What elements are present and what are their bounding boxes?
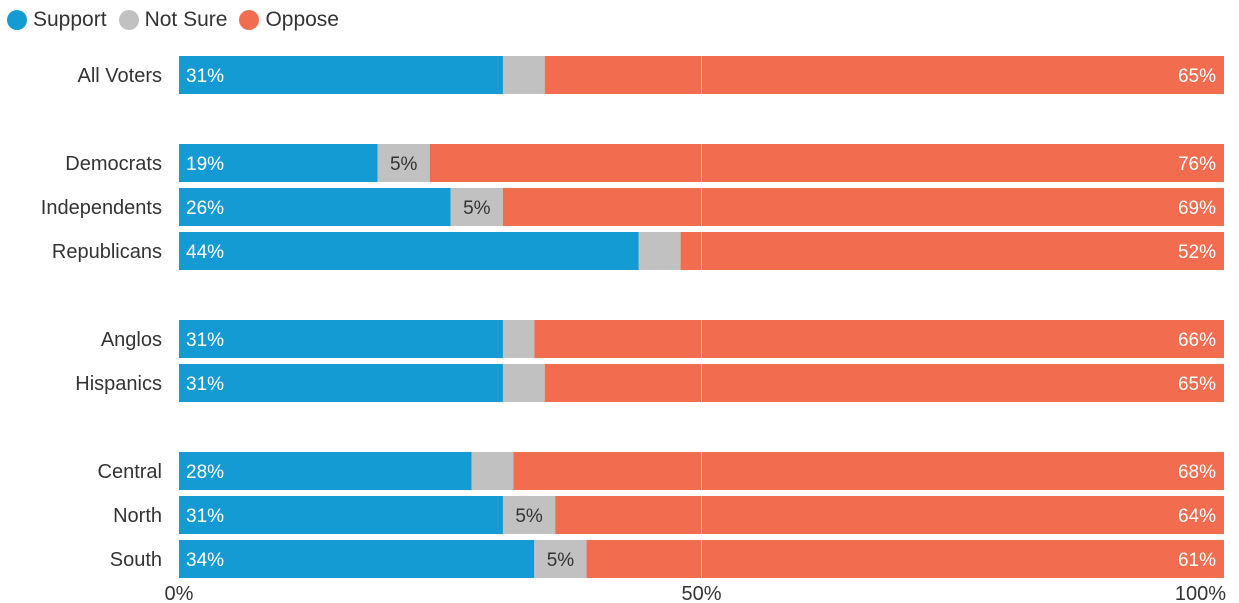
data-label-not-sure: 5% (463, 198, 491, 219)
bar-segment-not-sure (502, 496, 556, 534)
legend-swatch-not-sure (118, 10, 139, 30)
bar-segment-support (179, 188, 451, 226)
bar-segment-oppose (502, 188, 1224, 226)
bar-segment-support (179, 144, 378, 182)
bar-row-republicans: Republicans 44% 52% (52, 232, 1224, 270)
data-label-oppose: 76% (1178, 154, 1216, 175)
bar-segment-support (179, 56, 503, 94)
bar-segment-not-sure (502, 320, 535, 358)
data-label-support: 28% (186, 462, 224, 483)
data-label-oppose: 64% (1178, 506, 1216, 527)
data-label-oppose: 65% (1178, 374, 1216, 395)
x-tick-label: 100% (1175, 583, 1226, 603)
bar-segment-not-sure (502, 364, 545, 402)
data-label-support: 31% (186, 506, 224, 527)
bar-segment-oppose (680, 232, 1224, 270)
bar-segment-oppose (555, 496, 1224, 534)
bar-segment-not-sure (502, 56, 545, 94)
bar-row-anglos: Anglos 31% 66% (101, 320, 1224, 358)
data-label-not-sure: 5% (547, 550, 575, 571)
bar-segment-support (179, 320, 503, 358)
bar-row-democrats: Democrats 19% 5% 76% (65, 144, 1224, 182)
legend-item-oppose: Oppose (239, 8, 339, 32)
bar-row-south: South 34% 5% 61% (110, 540, 1224, 578)
bar-segment-oppose (586, 540, 1224, 578)
data-label-oppose: 69% (1178, 198, 1216, 219)
data-label-support: 31% (186, 330, 224, 351)
legend-label-oppose: Oppose (265, 8, 339, 31)
legend-item-not-sure: Not Sure (118, 8, 228, 32)
data-label-oppose: 52% (1178, 242, 1216, 263)
bar-segment-not-sure (638, 232, 681, 270)
bar-segment-not-sure (471, 452, 514, 490)
data-label-support: 31% (186, 66, 224, 87)
bar-segment-support (179, 452, 472, 490)
legend-swatch-support (7, 10, 27, 30)
data-label-oppose: 61% (1178, 550, 1216, 571)
data-label-oppose: 68% (1178, 462, 1216, 483)
bar-row-all-voters: All Voters 31% 65% (78, 56, 1224, 94)
bar-segment-support (179, 364, 503, 402)
data-label-oppose: 66% (1178, 330, 1216, 351)
bar-segment-oppose (544, 364, 1224, 402)
category-label: Democrats (65, 153, 162, 175)
category-label: Anglos (101, 329, 162, 351)
bar-segment-support (179, 540, 535, 578)
category-label: All Voters (78, 65, 162, 87)
bar-segment-oppose (544, 56, 1224, 94)
legend-swatch-oppose (239, 10, 260, 30)
bar-segment-not-sure (377, 144, 430, 182)
category-label: Central (98, 461, 162, 483)
category-label: Hispanics (75, 373, 162, 395)
bar-segment-support (179, 232, 639, 270)
bar-row-independents: Independents 26% 5% 69% (41, 188, 1224, 226)
bar-row-central: Central 28% 68% (98, 452, 1224, 490)
data-label-support: 19% (186, 154, 224, 175)
data-label-not-sure: 5% (390, 154, 418, 175)
bar-segment-not-sure (450, 188, 503, 226)
bar-row-hispanics: Hispanics 31% 65% (75, 364, 1224, 402)
data-label-support: 44% (186, 242, 224, 263)
bar-segment-support (179, 496, 503, 534)
data-label-not-sure: 5% (515, 506, 543, 527)
bar-segment-oppose (513, 452, 1224, 490)
x-tick-label: 0% (165, 583, 194, 603)
chart-legend: Support Not Sure Oppose (7, 8, 351, 32)
bars-layer: All Voters 31% 65% Democrats 19% 5% 76% Indepen… (41, 56, 1224, 578)
legend-label-support: Support (33, 8, 107, 31)
data-label-support: 26% (186, 198, 224, 219)
legend-item-support: Support (7, 8, 107, 32)
data-label-support: 34% (186, 550, 224, 571)
data-label-support: 31% (186, 374, 224, 395)
x-tick-label: 50% (681, 583, 721, 603)
category-label: South (110, 549, 162, 571)
bar-segment-oppose (429, 144, 1224, 182)
category-label: North (113, 505, 162, 527)
category-label: Independents (41, 197, 162, 219)
data-label-oppose: 65% (1178, 66, 1216, 87)
bar-segment-not-sure (534, 540, 587, 578)
bar-segment-oppose (534, 320, 1224, 358)
category-label: Republicans (52, 241, 162, 263)
bar-row-north: North 31% 5% 64% (113, 496, 1224, 534)
legend-label-not-sure: Not Sure (144, 8, 228, 31)
